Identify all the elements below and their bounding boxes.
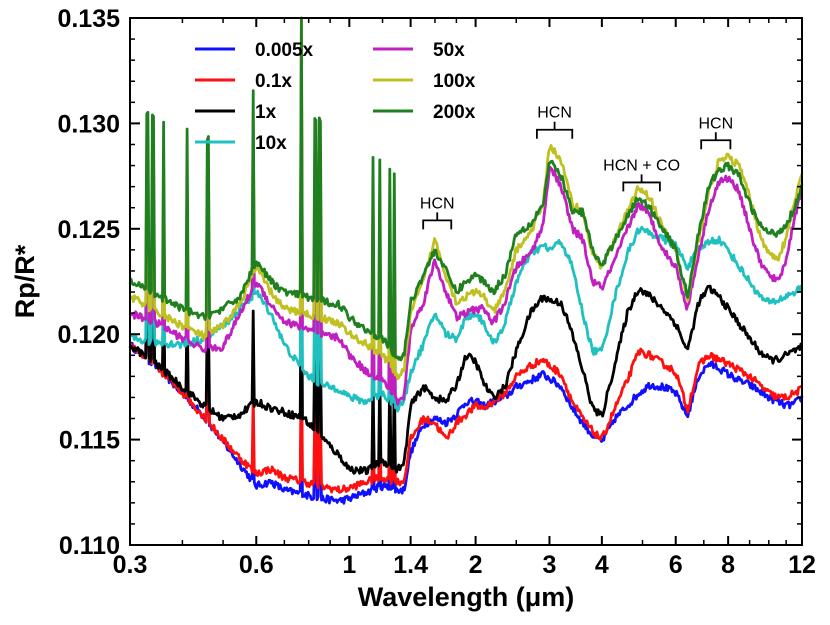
annotation-bracket: [700, 132, 732, 150]
series-lines: [128, 16, 804, 505]
x-tick-label: 1.4: [393, 551, 428, 579]
legend-label: 10x: [255, 133, 287, 154]
series-line-0.1x: [128, 280, 803, 494]
legend-label: 0.1x: [255, 71, 292, 92]
x-tick-label: 2: [469, 551, 483, 579]
annotation-label: HCN: [420, 195, 455, 212]
annotation-label: HCN: [698, 115, 733, 132]
x-tick-label: 1: [342, 551, 356, 579]
y-tick-label: 0.135: [57, 5, 120, 33]
x-tick-label: 0.3: [113, 551, 148, 579]
legend-label: 0.005x: [255, 40, 314, 61]
series-line-200x: [128, 16, 804, 362]
legend: 0.005x 0.1x 1x 10x 50x 100x 200x: [195, 40, 476, 154]
legend-label: 200x: [433, 102, 476, 123]
y-axis-title: Rp/R*: [10, 244, 40, 318]
y-tick-label: 0.130: [57, 110, 120, 138]
annotation-bracket: [422, 212, 453, 230]
x-tick-label: 0.6: [239, 551, 274, 579]
y-tick-label: 0.115: [59, 427, 120, 455]
series-line-1x: [128, 227, 804, 476]
annotation-bracket: [622, 174, 661, 192]
plot-frame: [129, 17, 803, 546]
x-axis-title: Wavelength (μm): [358, 582, 575, 612]
x-tick-label: 12: [788, 551, 816, 579]
legend-label: 50x: [433, 40, 465, 61]
annotation-bracket: [535, 121, 574, 139]
legend-label: 1x: [255, 102, 277, 123]
annotation-label: HCN: [537, 105, 572, 122]
y-tick-label: 0.125: [57, 216, 120, 244]
axis-ticks: 0.3 0.6 1 1.4 2 3 4 6 8 12 0.110 0.115 0.120 0.125 0.1…: [57, 5, 815, 579]
series-line-0.005x: [128, 306, 804, 505]
y-tick-label: 0.120: [57, 321, 120, 349]
x-tick-label: 4: [595, 551, 609, 579]
x-tick-label: 3: [543, 551, 557, 579]
series-line-10x: [128, 137, 803, 413]
y-tick-label: 0.110: [59, 532, 120, 560]
x-tick-label: 8: [721, 551, 735, 579]
annotations: HCN HCN HCN + CO HCN: [420, 105, 733, 230]
legend-label: 100x: [433, 71, 476, 92]
x-tick-label: 6: [669, 551, 683, 579]
series-line-50x: [129, 51, 804, 406]
annotation-label: HCN + CO: [603, 157, 680, 174]
